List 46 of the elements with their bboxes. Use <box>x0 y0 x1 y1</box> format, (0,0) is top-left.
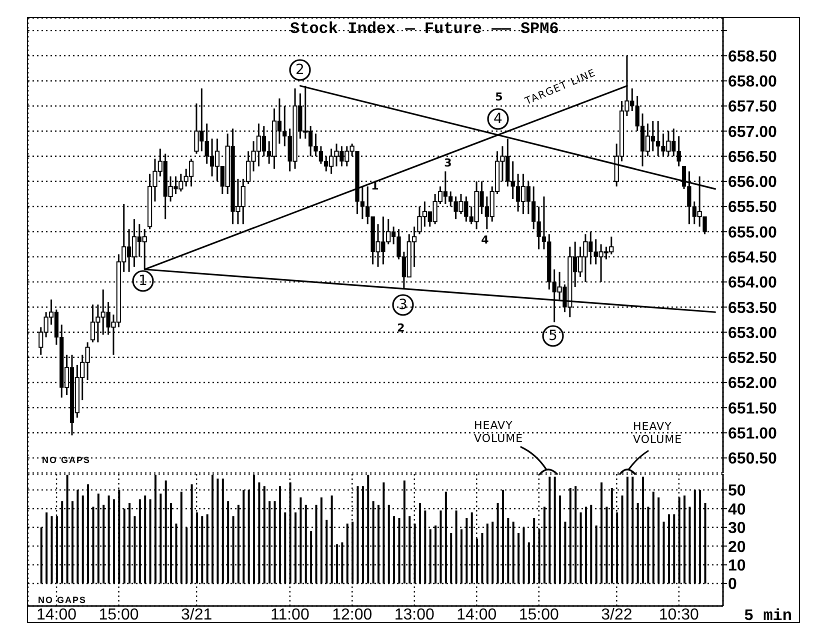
y-tick-label: 657.50 <box>728 98 778 116</box>
annotation: 4 <box>494 111 502 127</box>
annotation: 3 <box>398 297 408 313</box>
y-tick-label: 50 <box>728 482 746 500</box>
y-tick-label: 650.50 <box>728 450 778 468</box>
y-tick-label: 10 <box>728 557 746 574</box>
y-tick-label: 656.00 <box>728 174 778 192</box>
x-tick-label: 3/21 <box>180 606 212 624</box>
y-tick-label: 657.00 <box>728 124 778 141</box>
y-tick-label: 651.50 <box>728 400 778 418</box>
annotation: HEAVY VOLUME <box>633 420 684 446</box>
y-tick-label: 655.50 <box>728 199 778 216</box>
x-tick-label: 3/22 <box>601 606 632 624</box>
y-tick-label: 20 <box>728 538 746 556</box>
x-tick-label: 12:00 <box>332 606 372 624</box>
x-tick-label: 15:00 <box>518 606 559 624</box>
y-tick-label: 653.50 <box>728 300 778 317</box>
annotation: 2 <box>296 62 304 78</box>
y-tick-label: 652.00 <box>728 375 778 392</box>
y-tick-label: 656.50 <box>728 148 778 166</box>
annotation: 2 <box>397 322 405 334</box>
annotation: NO GAPS <box>38 595 87 605</box>
y-tick-label: 652.50 <box>728 350 778 368</box>
y-tick-label: 30 <box>728 520 746 538</box>
x-tick-label: 13:00 <box>394 606 435 624</box>
x-axis-title: 5 min <box>744 607 792 625</box>
x-tick-label: 14:00 <box>36 606 77 624</box>
y-tick-label: 0 <box>728 576 737 594</box>
y-tick-label: 654.00 <box>728 274 778 292</box>
annotation: 4 <box>481 234 489 246</box>
y-tick-label: 653.00 <box>728 324 778 342</box>
annotation: HEAVY VOLUME <box>474 419 524 445</box>
x-tick-label: 14:00 <box>456 606 497 624</box>
annotation: 5 <box>548 328 558 344</box>
x-tick-label: 11:00 <box>270 606 310 624</box>
annotation: 1 <box>138 273 148 289</box>
y-tick-label: 654.50 <box>728 249 778 266</box>
y-tick-label: 655.00 <box>728 224 778 242</box>
annotation: 5 <box>495 90 503 104</box>
x-tick-label: 15:00 <box>98 606 139 624</box>
x-tick-label: 10:30 <box>658 606 700 624</box>
y-tick-label: 40 <box>728 501 746 518</box>
y-tick-label: 651.00 <box>728 425 778 442</box>
y-tick-label: 658.00 <box>728 74 778 91</box>
annotation: 3 <box>444 156 452 170</box>
y-tick-label: 658.50 <box>728 48 778 66</box>
